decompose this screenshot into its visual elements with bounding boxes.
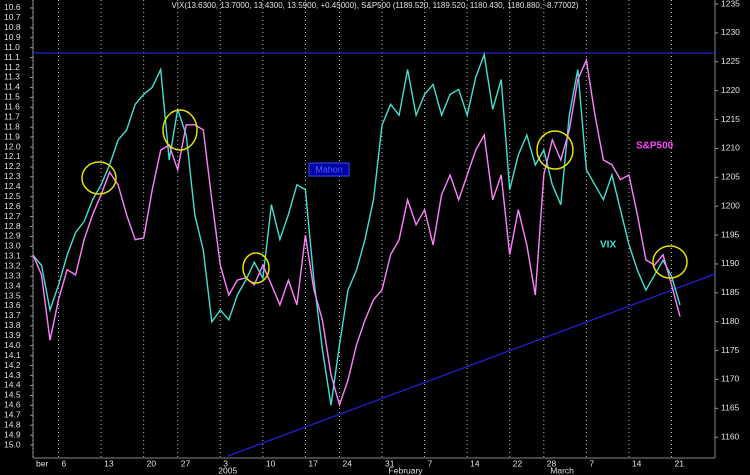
chart-title: VIX(13.6300, 13.7000, 13.4300, 13.5900, … [171,1,578,10]
y-tick-label: 11.0 [4,42,20,52]
y2-tick-label: 1185 [721,287,740,297]
y2-tick-label: 1235 [721,0,740,8]
y-tick-label: 10.6 [4,2,21,12]
x-tick-label: 22 [513,458,523,468]
y-tick-label: 11.6 [4,102,20,112]
y2-tick-label: 1200 [721,200,740,210]
y-tick-label: 11.4 [4,82,20,92]
x-tick-label: 27 [181,458,191,468]
y-tick-label: 12.9 [4,231,21,241]
x-tick-label: 17 [308,458,318,468]
highlight-circle [81,161,117,195]
y2-tick-label: 1170 [721,374,740,384]
x-tick-label: 14 [632,458,642,468]
x-tick-label: 3 [223,458,228,468]
grid [32,0,672,458]
y2-tick-label: 1175 [721,345,740,355]
x-tick-label: 28 [547,458,557,468]
y-tick-label: 12.1 [4,151,21,161]
y-tick-label: 14.3 [4,370,21,380]
y-tick-label: 11.2 [4,62,20,72]
y-tick-label: 14.9 [4,429,21,439]
trend-line [227,273,716,457]
y-tick-label: 14.8 [4,419,21,429]
y-tick-label: 12.6 [4,201,21,211]
x-tick-label: 14 [470,458,480,468]
y2-tick-label: 1230 [721,27,740,37]
y2-tick-label: 1165 [721,403,740,413]
y-tick-label: 15.0 [4,439,21,449]
y2-tick-label: 1225 [721,56,740,66]
y-tick-label: 10.8 [4,22,21,32]
y-tick-label: 12.8 [4,221,21,231]
series-line [32,51,681,406]
y-tick-label: 14.2 [4,360,21,370]
y-tick-label: 13.4 [4,280,21,290]
y2-tick-label: 1215 [721,114,740,124]
annotation-box [308,162,350,177]
highlight-circle [242,252,270,284]
plot [32,51,681,408]
y2-tick-label: 1210 [721,143,740,153]
highlight-circle [162,109,198,151]
x-tick-label: 7 [428,458,433,468]
highlight-circle [536,130,574,170]
x-tick-label: 31 [385,458,395,468]
y2-tick-label: 1195 [721,229,740,239]
y2-tick-label: 1220 [721,85,740,95]
y-tick-label: 13.7 [4,310,21,320]
y-tick-label: 13.9 [4,330,21,340]
y-tick-label: 13.3 [4,270,21,280]
highlight-circle [652,245,688,279]
y-tick-label: 11.7 [4,111,20,121]
y-tick-label: 11.8 [4,121,20,131]
y-tick-label: 10.9 [4,32,21,42]
legend-label: VIX [600,240,616,251]
x-tick-label: 20 [147,458,157,468]
y-tick-label: 13.0 [4,241,21,251]
y-tick-label: 12.0 [4,141,21,151]
x-tick-label: 24 [342,458,352,468]
annotation: Mahon [315,164,343,174]
legend-label: S&P500 [636,141,674,152]
month-label: 2005 [218,465,237,475]
y-tick-label: 11.1 [4,52,20,62]
y-tick-label: 14.1 [4,350,21,360]
y-tick-label: 13.6 [4,300,21,310]
month-label: March [550,465,574,475]
y2-tick-label: 1205 [721,172,740,182]
x-tick-label: ber [36,458,48,468]
y2-tick-label: 1180 [721,316,740,326]
y-tick-label: 13.5 [4,290,21,300]
y-tick-label: 12.3 [4,171,21,181]
y-tick-label: 12.7 [4,211,21,221]
y-tick-label: 12.2 [4,161,21,171]
x-tick-label: 7 [589,458,594,468]
x-tick-label: 21 [674,458,684,468]
y-tick-label: 14.6 [4,400,21,410]
y-tick-label: 11.5 [4,92,20,102]
y-tick-label: 14.5 [4,390,21,400]
y-tick-label: 10.7 [4,12,21,22]
y2-tick-label: 1160 [721,431,740,441]
y-tick-label: 13.1 [4,251,21,261]
y-tick-label: 11.3 [4,72,20,82]
y-tick-label: 14.4 [4,380,21,390]
x-tick-label: 6 [62,458,67,468]
x-tick-label: 10 [266,458,276,468]
y-tick-label: 12.4 [4,181,21,191]
y-tick-label: 12.5 [4,191,21,201]
y2-tick-label: 1190 [721,258,740,268]
y-tick-label: 14.7 [4,410,21,420]
month-label: February [389,465,424,475]
series-line [32,57,681,408]
y-tick-label: 13.8 [4,320,21,330]
y-tick-label: 11.9 [4,131,20,141]
y-tick-label: 13.2 [4,261,21,271]
y-tick-label: 14.0 [4,340,21,350]
x-tick-label: 13 [104,458,114,468]
